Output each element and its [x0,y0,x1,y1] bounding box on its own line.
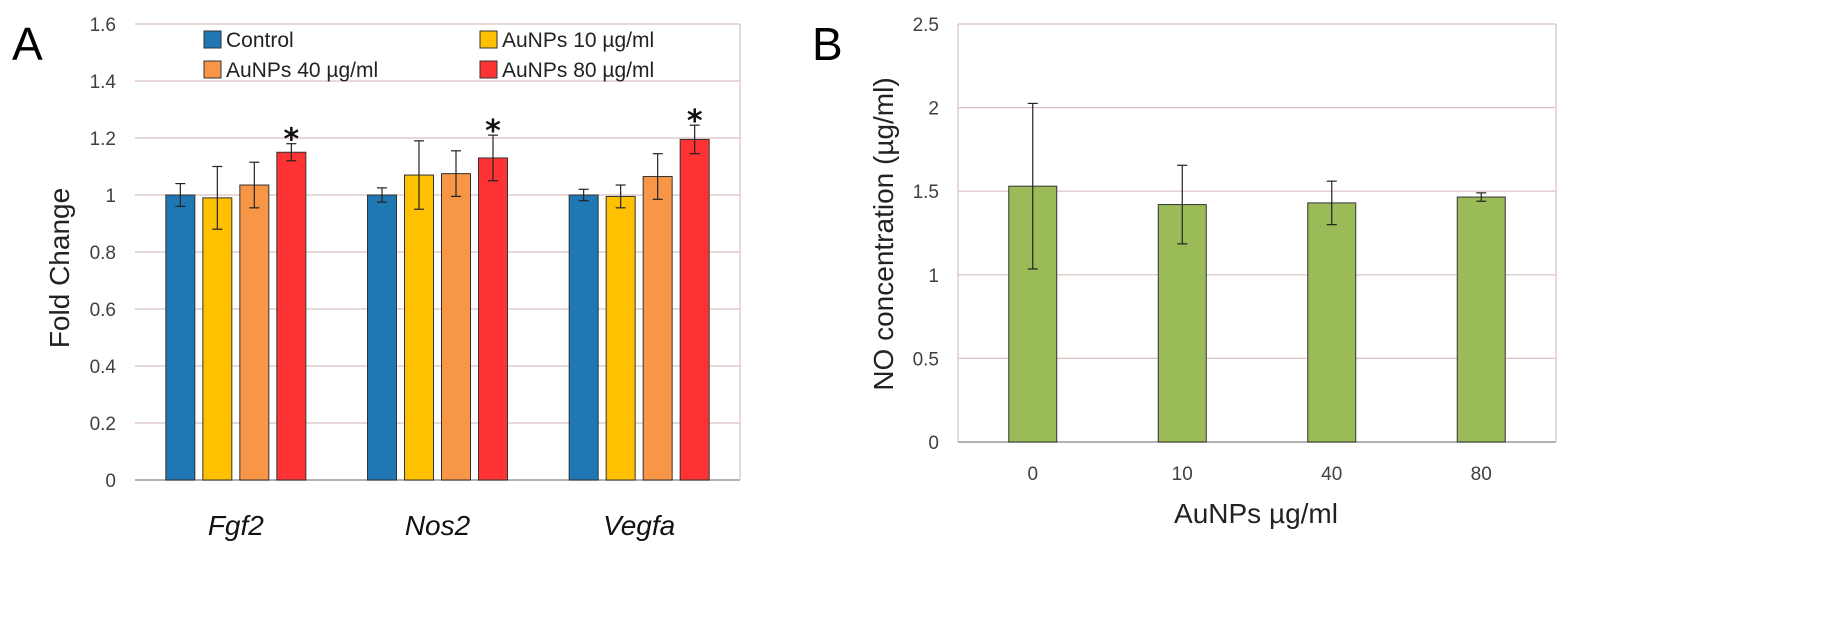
legend-swatch [479,30,498,49]
panel-a-y-axis-label: Fold Change [44,188,75,348]
category-label: 80 [1471,464,1492,485]
bar [202,197,233,481]
panel-a-legend: Control AuNPs 10 µg/ml AuNPs 40 µg/ml AuNPs… [203,29,654,82]
category-label: 10 [1172,464,1193,485]
panel-a-bars: * * * [165,104,710,481]
category-label: Nos2 [405,510,471,541]
y-tick-label: 2 [928,99,939,120]
bar [605,195,636,481]
category-label: Fgf2 [208,510,264,541]
legend-swatch [479,60,498,79]
y-tick-label: 1 [105,186,116,207]
y-tick-label: 0.5 [913,349,939,370]
legend-label: AuNPs 10 µg/ml [502,29,654,52]
bar [367,194,397,481]
panel-a-label: A [12,18,43,70]
y-tick-label: 1 [928,266,939,287]
panel-b-category-labels: 0 10 40 80 [1027,464,1491,485]
bar [1456,196,1506,443]
y-tick-label: 1.6 [90,15,116,36]
significance-asterisk: * [687,104,703,139]
y-tick-label: 0.6 [90,300,116,321]
y-tick-label: 1.2 [90,129,116,150]
y-tick-label: 0.8 [90,243,116,264]
y-tick-label: 0 [105,471,116,492]
bar [239,184,270,481]
panel-b-x-axis-label: AuNPs µg/ml [1174,498,1338,529]
y-tick-label: 1.4 [90,72,117,93]
y-tick-label: 1.5 [913,182,939,203]
bar [441,173,471,481]
legend-label: AuNPs 80 µg/ml [502,59,654,82]
y-tick-label: 0.4 [90,357,117,378]
bar [1307,202,1357,443]
bar [478,157,508,481]
bar [404,174,434,481]
panel-a: A 0 0.2 0.4 0.6 0.8 1 1.2 1.4 1.6 * * * Fgf2 Nos2 Ve… [12,15,741,541]
legend-swatch [203,30,222,49]
panel-b-gridlines [957,23,1557,443]
bar [276,151,307,481]
panel-b-y-axis-label: NO concentration (µg/ml) [868,77,899,390]
panel-a-category-labels: Fgf2 Nos2 Vegfa [208,510,675,541]
category-label: Vegfa [603,510,675,541]
bar [679,138,710,481]
legend-swatch [203,60,222,79]
panel-a-gridlines [135,23,741,481]
bar [642,175,673,481]
bar [165,194,196,481]
legend-label: Control [226,29,294,52]
category-label: 0 [1027,464,1038,485]
significance-asterisk: * [485,114,501,149]
y-tick-label: 0.2 [90,414,116,435]
panel-b: B 0 0.5 1 1.5 2 2.5 0 10 40 80 NO concentration … [812,15,1557,529]
bar [568,194,599,481]
significance-asterisk: * [283,123,299,158]
panel-b-y-ticks: 0 0.5 1 1.5 2 2.5 [913,15,939,454]
panel-a-y-ticks: 0 0.2 0.4 0.6 0.8 1 1.2 1.4 1.6 [90,15,117,492]
legend-label: AuNPs 40 µg/ml [226,59,378,82]
y-tick-label: 2.5 [913,15,939,36]
panel-b-bars [1008,102,1506,443]
category-label: 40 [1321,464,1342,485]
y-tick-label: 0 [928,433,939,454]
panel-b-label: B [812,18,843,70]
